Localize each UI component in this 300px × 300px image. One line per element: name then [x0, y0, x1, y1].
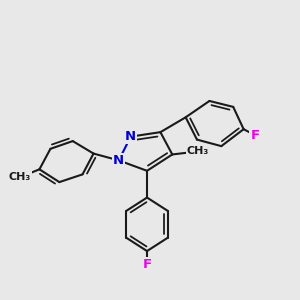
- Text: F: F: [250, 129, 260, 142]
- Text: CH₃: CH₃: [186, 146, 209, 157]
- Text: F: F: [142, 258, 152, 271]
- Text: N: N: [113, 154, 124, 167]
- Text: N: N: [125, 130, 136, 143]
- Text: CH₃: CH₃: [9, 172, 31, 182]
